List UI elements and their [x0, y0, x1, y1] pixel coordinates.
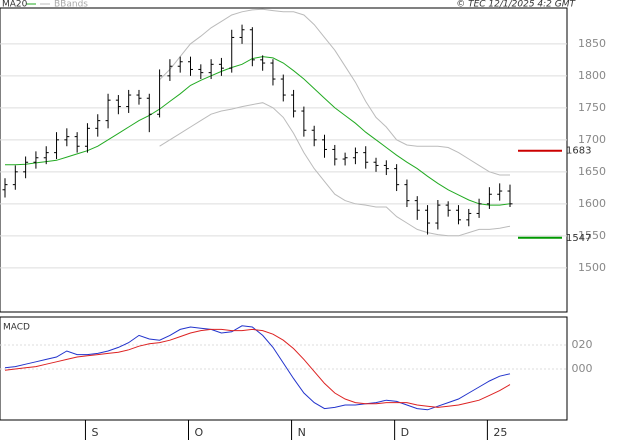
legend-label: MA20 [2, 0, 28, 10]
x-tick-label: D [401, 426, 409, 439]
y-tick-label: 1800 [578, 69, 606, 82]
y-tick-label: 1750 [578, 101, 606, 114]
x-tick-label: N [298, 426, 306, 439]
y-tick-label: 1500 [578, 261, 606, 274]
legend-label: BBands [54, 0, 88, 10]
y-tick-label: 1850 [578, 37, 606, 50]
copyright: © TEC 12/1/2025 4:2 GMT [456, 0, 576, 10]
macd-line [4, 325, 511, 411]
level-label: 1683 [566, 146, 591, 157]
y-tick-label: 020 [572, 338, 593, 351]
y-tick-label: 1550 [578, 229, 606, 242]
bband-upper [159, 8, 510, 176]
y-tick-label: 1600 [578, 197, 606, 210]
x-tick-label: O [195, 426, 204, 439]
y-tick-label: 1700 [578, 133, 606, 146]
bband-lower [159, 102, 511, 237]
y-tick-label: 1650 [578, 165, 606, 178]
macd-line [4, 328, 511, 408]
y-tick-label: 000 [572, 362, 593, 375]
ma20-line [5, 56, 511, 206]
x-tick-label: 25 [493, 426, 507, 439]
level-label: 1547 [566, 233, 591, 244]
x-tick-label: S [91, 426, 98, 439]
macd-title: MACD [3, 323, 30, 333]
price-panel [0, 7, 568, 313]
